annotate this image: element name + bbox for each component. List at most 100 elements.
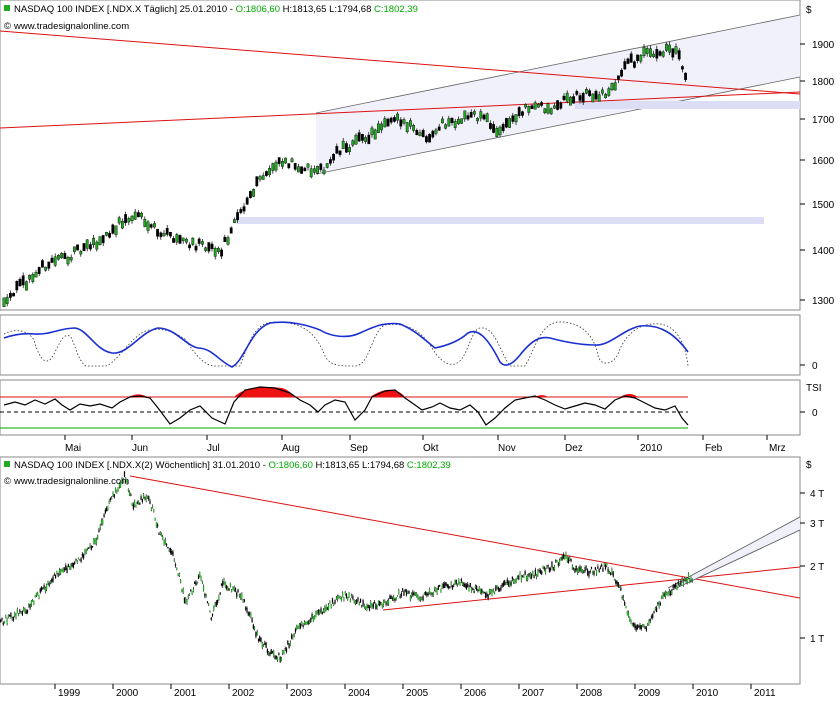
weekly-candle [36,593,37,596]
weekly-candle [112,493,113,496]
currency-symbol: $ [806,5,812,16]
price-axis: 1900 1800 1700 1600 1500 1400 1300 [800,40,835,307]
month-label: Dez [565,443,583,454]
weekly-candle [276,656,277,659]
daily-candle [304,168,306,171]
weekly-candle [297,626,298,628]
daily-candle [288,164,290,168]
daily-candle [310,169,312,177]
weekly-candle [334,600,335,604]
chart-header: NASDAQ 100 INDEX [.NDX.X(2) Wöchentlich]… [14,460,451,471]
weekly-candle [54,574,55,575]
top-price-panel: NASDAQ 100 INDEX [.NDX.X Täglich] 25.01.… [0,0,835,310]
weekly-candle [525,571,526,574]
daily-candle [640,55,642,61]
daily-candle [518,107,520,115]
daily-candle [604,94,606,98]
weekly-candle [558,564,559,566]
daily-candle [627,59,629,64]
weekly-candle [142,499,143,502]
weekly-candle [209,611,210,612]
weekly-candle [314,615,315,620]
weekly-candle [237,590,238,593]
daily-candle [428,134,430,142]
oscillator-tick-label: 0 [812,361,818,372]
weekly-candle [283,651,284,654]
weekly-candle [341,598,342,601]
daily-candle [176,234,178,242]
weekly-candle [167,547,168,548]
weekly-candle [272,651,273,653]
weekly-candle [110,498,111,500]
weekly-candle [366,605,367,610]
daily-candle [576,91,578,94]
year-label: 2010 [696,688,719,699]
daily-candle [454,121,456,128]
weekly-candle [597,566,598,569]
weekly-candle [420,598,421,601]
weekly-candle [33,601,34,605]
weekly-candle [130,495,131,496]
weekly-candle [84,549,85,554]
weekly-candle [417,596,418,598]
weekly-candle [466,584,467,589]
weekly-candle [555,560,556,561]
weekly-candle [146,496,147,501]
weekly-candle [263,646,264,647]
daily-candle [28,275,30,279]
weekly-candle [486,593,487,596]
daily-candle [147,222,149,231]
weekly-candle [384,601,385,602]
price-tick-label: 1 T [810,634,824,645]
weekly-candle [47,582,48,585]
weekly-candle [38,595,39,599]
weekly-candle [304,622,305,624]
daily-candle [544,109,546,113]
daily-candle [608,89,610,96]
weekly-candle [337,596,338,600]
weekly-candle [370,602,371,607]
price-tick-label: 1300 [812,296,835,307]
price-tick-label: 4 T [810,489,824,500]
daily-candle [592,94,594,102]
weekly-candle [207,602,208,603]
daily-candle [179,235,181,243]
daily-candle [505,118,507,127]
weekly-candle [103,514,104,517]
ohlc-close: C:1802,39 [407,460,451,471]
daily-candle [25,282,27,291]
weekly-candle [299,624,300,629]
weekly-candle [568,558,569,563]
weekly-candle [308,621,309,624]
weekly-candle [111,498,112,499]
daily-candle [460,119,462,124]
weekly-candle [348,594,349,597]
weekly-candle [468,587,469,591]
daily-candle [140,213,142,217]
weekly-candle [155,518,156,521]
weekly-candle [88,547,89,549]
weekly-candle [518,576,519,580]
weekly-candle [539,570,540,571]
weekly-candle [688,574,689,579]
weekly-candle [471,588,472,592]
daily-candle [166,228,168,234]
weekly-candle [665,592,666,597]
weekly-candle [659,603,660,607]
weekly-candle [586,567,587,568]
weekly-candle [264,643,265,645]
daily-candle [435,130,437,133]
weekly-candle [285,648,286,649]
weekly-candle [577,570,578,573]
weekly-candle [317,611,318,614]
daily-candle [598,95,600,102]
weekly-candle [491,591,492,596]
weekly-candle [512,577,513,580]
weekly-candle [45,588,46,592]
weekly-candle [496,586,497,589]
daily-candle [643,47,645,56]
weekly-candle [389,596,390,599]
daily-candle [585,89,587,93]
weekly-candle [488,594,489,599]
